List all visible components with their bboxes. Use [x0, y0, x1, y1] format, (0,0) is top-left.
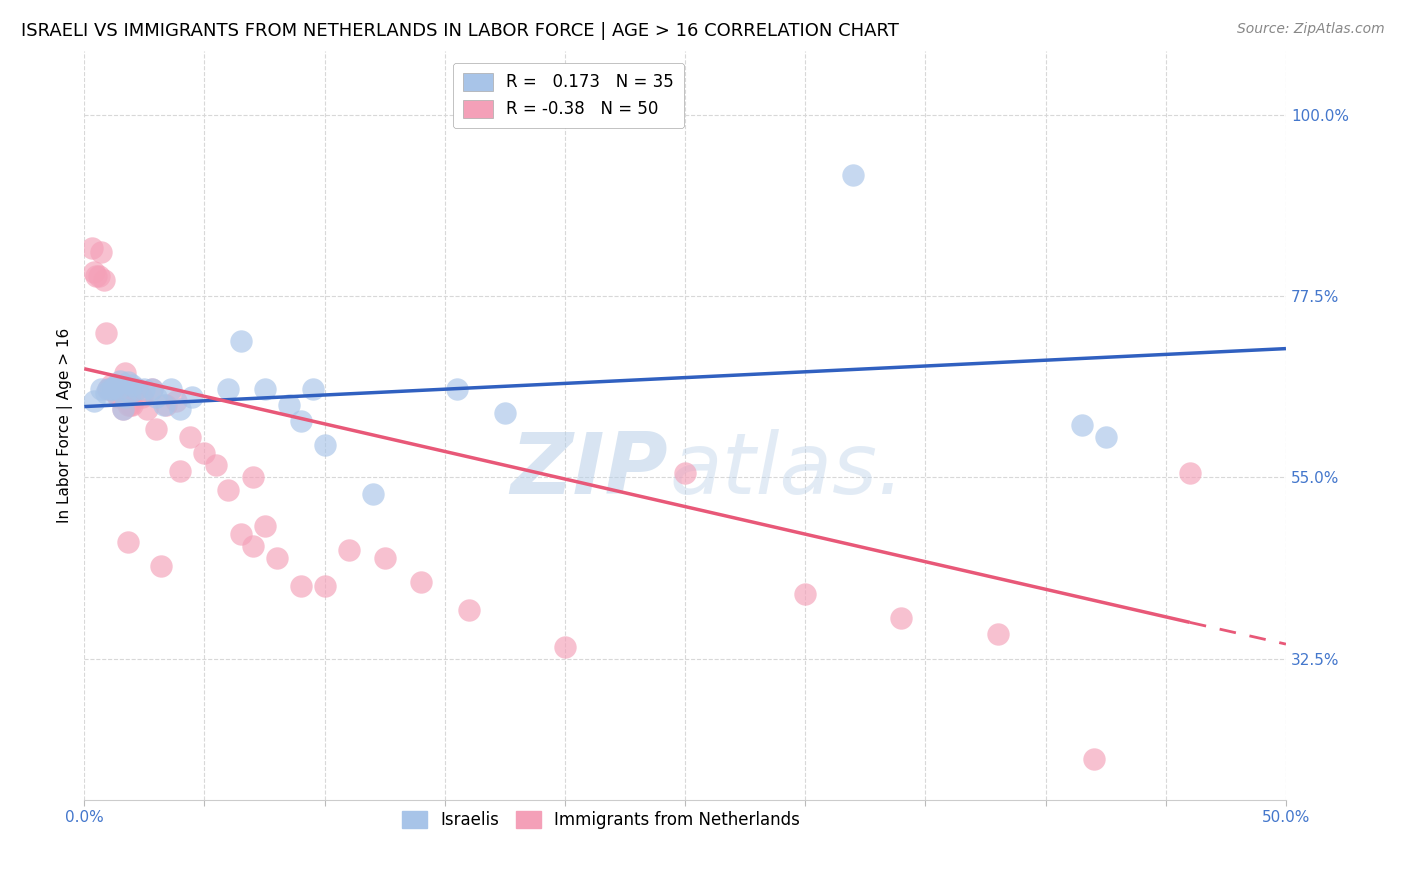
Point: [842, 169, 865, 183]
Point: [494, 406, 516, 420]
Point: [117, 534, 139, 549]
Point: [100, 382, 122, 396]
Y-axis label: In Labor Force | Age > 16: In Labor Force | Age > 16: [58, 327, 73, 523]
Point: [152, 398, 174, 412]
Point: [290, 579, 312, 593]
Text: Source: ZipAtlas.com: Source: ZipAtlas.com: [1237, 22, 1385, 37]
Point: [94, 326, 117, 340]
Point: [1178, 467, 1201, 481]
Point: [110, 374, 132, 388]
Point: [1070, 418, 1092, 433]
Point: [107, 382, 129, 396]
Point: [229, 334, 252, 348]
Point: [104, 385, 127, 400]
Point: [159, 382, 181, 396]
Point: [457, 603, 479, 617]
Point: [374, 551, 396, 566]
Point: [1094, 430, 1116, 444]
Point: [253, 382, 276, 396]
Point: [87, 269, 110, 284]
Point: [253, 518, 276, 533]
Point: [114, 366, 136, 380]
Text: atlas.: atlas.: [669, 428, 905, 511]
Text: ZIP: ZIP: [510, 428, 668, 511]
Point: [110, 382, 132, 396]
Point: [121, 377, 143, 392]
Point: [83, 265, 105, 279]
Point: [141, 382, 163, 396]
Point: [135, 402, 157, 417]
Point: [1083, 752, 1105, 766]
Point: [134, 382, 156, 396]
Point: [118, 385, 141, 400]
Point: [890, 611, 912, 625]
Point: [145, 390, 167, 404]
Point: [90, 244, 112, 259]
Point: [205, 458, 228, 473]
Point: [131, 390, 153, 404]
Point: [97, 382, 120, 396]
Point: [101, 382, 124, 396]
Point: [554, 640, 576, 654]
Point: [169, 402, 191, 417]
Point: [111, 402, 134, 417]
Point: [155, 398, 177, 412]
Point: [409, 575, 432, 590]
Point: [150, 559, 173, 574]
Point: [229, 526, 252, 541]
Point: [101, 382, 124, 396]
Point: [361, 486, 384, 500]
Point: [242, 470, 264, 484]
Point: [337, 542, 360, 557]
Point: [179, 430, 201, 444]
Point: [90, 382, 112, 396]
Point: [121, 398, 143, 412]
Point: [80, 241, 103, 255]
Point: [181, 390, 204, 404]
Point: [266, 551, 288, 566]
Point: [117, 376, 139, 390]
Point: [314, 438, 336, 452]
Point: [165, 393, 187, 408]
Point: [127, 382, 149, 396]
Point: [117, 398, 139, 412]
Point: [145, 422, 167, 436]
Point: [84, 269, 107, 284]
Point: [93, 273, 115, 287]
Point: [83, 393, 105, 408]
Point: [314, 579, 336, 593]
Point: [277, 398, 299, 412]
Point: [94, 385, 117, 400]
Text: ISRAELI VS IMMIGRANTS FROM NETHERLANDS IN LABOR FORCE | AGE > 16 CORRELATION CHA: ISRAELI VS IMMIGRANTS FROM NETHERLANDS I…: [21, 22, 898, 40]
Point: [127, 382, 149, 396]
Point: [118, 398, 141, 412]
Point: [111, 402, 134, 417]
Point: [301, 382, 323, 396]
Point: [193, 446, 215, 460]
Point: [114, 390, 136, 404]
Point: [97, 382, 120, 396]
Legend: Israelis, Immigrants from Netherlands: Israelis, Immigrants from Netherlands: [395, 805, 807, 836]
Point: [141, 382, 163, 396]
Point: [242, 539, 264, 553]
Point: [673, 467, 696, 481]
Point: [107, 390, 129, 404]
Point: [290, 414, 312, 428]
Point: [218, 483, 240, 497]
Point: [100, 377, 122, 392]
Point: [218, 382, 240, 396]
Point: [446, 382, 468, 396]
Point: [104, 377, 127, 392]
Point: [169, 464, 191, 478]
Point: [794, 587, 817, 601]
Point: [987, 627, 1010, 641]
